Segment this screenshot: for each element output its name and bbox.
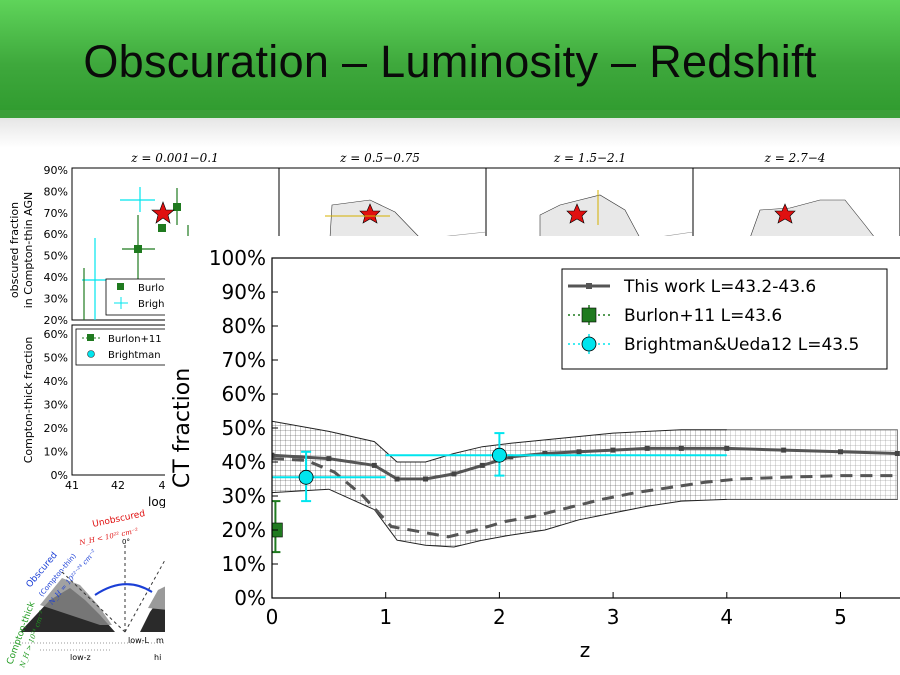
bg-top-ylabel-1: obscured fraction: [8, 202, 21, 298]
y-tick-label: 30%: [222, 484, 266, 508]
x-tick-label: 2: [493, 605, 506, 629]
x-axis-label: z: [580, 638, 591, 662]
y-tick-label: 70%: [222, 348, 266, 372]
bg-bottom-ytick: 50%: [44, 352, 68, 365]
legend: This work L=43.2-43.6 Burlon+11 L=43.6 B…: [561, 268, 888, 370]
x-tick-label: 4: [720, 605, 733, 629]
bg-bottom-legend-1: Burlon+11: [108, 334, 162, 345]
bg-top-legend-2: Brigh: [138, 299, 164, 310]
x-tick-label: 0: [266, 605, 279, 629]
bg-top-ytick: 70%: [44, 207, 68, 220]
uncertainty-band: [272, 420, 898, 548]
bg-bottom-ytick: 10%: [44, 446, 68, 459]
bg-top-left-data: [82, 187, 189, 320]
legend-label-burlon: Burlon+11 L=43.6: [624, 306, 782, 326]
bg-bottom-legend: Burlon+11 Brightman: [75, 328, 173, 366]
bg-xtick: 41: [65, 479, 79, 492]
model-point: [724, 445, 730, 451]
legend-marker-burlon: [581, 307, 597, 323]
y-tick-label: 0%: [234, 586, 266, 610]
diagram-low-z: low-z: [70, 653, 91, 662]
bg-top-ytick: 30%: [44, 292, 68, 305]
bg-panel-title-2: z = 0.5−0.75: [339, 151, 420, 165]
bg-top-ytick: 80%: [44, 185, 68, 198]
y-tick-label: 50%: [222, 416, 266, 440]
model-point: [326, 456, 332, 462]
brightman-point: [491, 447, 507, 463]
y-tick-label: 90%: [222, 280, 266, 304]
x-tick-label: 1: [379, 605, 392, 629]
model-point: [838, 449, 843, 455]
bg-xtick: 42: [111, 479, 125, 492]
diagram-angle: 0°: [122, 538, 130, 546]
bg-panel-title-3: z = 1.5−2.1: [553, 151, 626, 165]
title-bar: [0, 0, 900, 118]
brightman-point: [298, 469, 314, 485]
legend-marker-brightman: [581, 336, 597, 352]
model-point: [678, 445, 684, 451]
diagram-low-l: low-L: [128, 636, 150, 645]
bg-bottom-ytick: 60%: [44, 328, 68, 341]
bg-bottom-ytick: 40%: [44, 375, 68, 388]
model-point: [894, 451, 900, 456]
model-point: [394, 476, 400, 482]
slide-title: Obscuration – Luminosity – Redshift: [83, 36, 817, 87]
y-tick-label: 40%: [222, 450, 266, 474]
title-shadow: [0, 118, 900, 148]
y-tick-label: 60%: [222, 382, 266, 406]
model-point: [479, 462, 485, 468]
bg-top-yticks: 90% 80% 70% 60% 50% 40% 30% 20%: [44, 164, 68, 327]
model-point: [272, 452, 275, 458]
model-point: [610, 447, 616, 453]
model-point: [371, 462, 377, 468]
diagram-m: m: [156, 636, 164, 645]
diagram-hi: hi: [154, 653, 161, 662]
bg-xtick: 4: [159, 479, 166, 492]
bg-top-panels-data: [329, 194, 876, 239]
bg-panel-title-4: z = 2.7−4: [764, 151, 826, 165]
bg-top-ylabel-2: in Compton-thin AGN: [22, 192, 35, 309]
extrapolation-shade: [726, 428, 900, 500]
bg-bottom-ylabel: Compton-thick fraction: [22, 337, 35, 464]
star-marker: [151, 201, 175, 224]
dashed-model-line: [272, 457, 898, 539]
bg-top-ytick: 20%: [44, 314, 68, 327]
y-tick-label: 80%: [222, 314, 266, 338]
legend-label-brightman: Brightman&Ueda12 L=43.5: [624, 335, 859, 355]
bg-panel-title-1: z = 0.001−0.1: [130, 151, 219, 165]
bg-bottom-yticks: 60% 50% 40% 30% 20% 10% 0%: [44, 328, 68, 482]
bg-bottom-ytick: 30%: [44, 399, 68, 412]
legend-label-model: This work L=43.2-43.6: [623, 277, 816, 297]
bg-top-ytick: 40%: [44, 271, 68, 284]
y-tick-label: 100%: [209, 246, 266, 270]
model-point: [781, 447, 787, 453]
bg-bottom-ytick: 20%: [44, 422, 68, 435]
star-marker: [566, 203, 588, 224]
bg-top-legend-1: Burlo: [138, 283, 164, 294]
x-tick-label: 3: [607, 605, 620, 629]
bg-top-ytick: 50%: [44, 250, 68, 263]
model-point: [451, 471, 457, 477]
bg-bottom-legend-2: Brightman: [108, 350, 161, 361]
model-point: [576, 449, 582, 455]
x-tick-label: 5: [834, 605, 847, 629]
model-point: [542, 451, 548, 456]
y-tick-label: 10%: [222, 552, 266, 576]
bg-top-ytick: 90%: [44, 164, 68, 177]
star-marker: [774, 203, 796, 224]
bg-top-legend: Burlo Brigh: [105, 278, 169, 316]
bg-top-ytick: 60%: [44, 228, 68, 241]
model-point: [508, 454, 514, 460]
bg-bottom-ytick: 0%: [51, 469, 68, 482]
y-axis-label: CT fraction: [170, 368, 195, 488]
model-point: [644, 445, 650, 451]
star-marker: [359, 203, 381, 224]
y-tick-label: 20%: [222, 518, 266, 542]
model-point: [422, 476, 428, 482]
